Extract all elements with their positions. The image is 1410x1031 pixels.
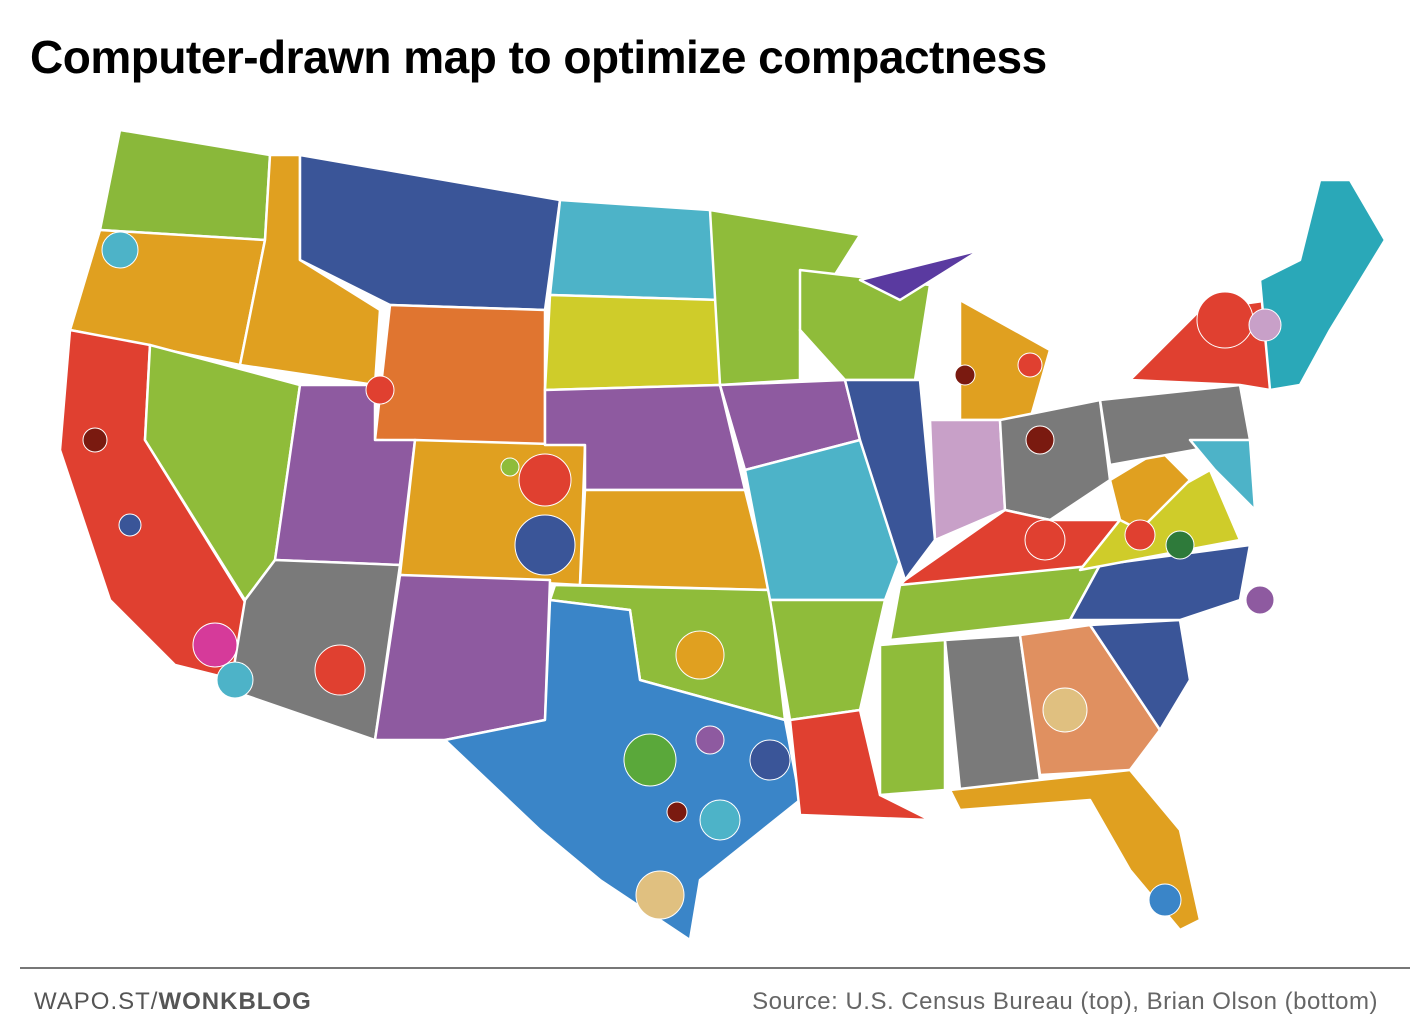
district-blob (1124, 519, 1156, 551)
district-blob (365, 375, 395, 405)
district-blob (1165, 530, 1195, 560)
district-region (948, 768, 1202, 932)
district-blob (675, 630, 725, 680)
district-blob (314, 644, 366, 696)
district-blob (192, 622, 238, 668)
district-blob (635, 870, 685, 920)
district-region (443, 598, 802, 942)
district-region (998, 398, 1112, 522)
district-blob (699, 799, 741, 841)
district-region (878, 638, 947, 797)
credit-site: WAPO.ST/ (34, 988, 159, 1015)
district-blob (1248, 308, 1282, 342)
district-blob (82, 427, 108, 453)
district-blob (101, 231, 139, 269)
district-region (768, 598, 887, 722)
district-blob (1024, 519, 1066, 561)
district-blob (1025, 425, 1055, 455)
divider (20, 967, 1410, 969)
district-blob (118, 513, 142, 537)
district-blob (1017, 352, 1043, 378)
district-region (373, 573, 552, 742)
district-blob (666, 801, 688, 823)
district-blob (514, 514, 576, 576)
district-region (1018, 623, 1162, 777)
district-blob (216, 661, 254, 699)
district-blob (954, 364, 976, 386)
credit-blog: WONKBLOG (158, 988, 312, 1015)
district-region (788, 708, 932, 822)
district-region (1188, 438, 1257, 512)
credit: WAPO.ST/WONKBLOG (34, 988, 312, 1016)
district-blob (1245, 585, 1275, 615)
district-region (1258, 178, 1387, 392)
district-blob (1196, 291, 1254, 349)
district-blob (1042, 687, 1088, 733)
district-region (373, 303, 547, 447)
district-region (858, 248, 982, 302)
district-region (548, 198, 722, 302)
source: Source: U.S. Census Bureau (top), Brian … (752, 988, 1378, 1015)
district-blob (749, 739, 791, 781)
map (58, 128, 1387, 942)
district-region (228, 558, 402, 742)
title: Computer-drawn map to optimize compactne… (30, 31, 1047, 83)
district-region (98, 128, 272, 242)
district-region (743, 438, 902, 602)
district-region (578, 488, 772, 592)
district-region (708, 208, 862, 387)
district-region (543, 293, 722, 392)
district-blob (1148, 883, 1182, 917)
district-blob (518, 453, 572, 507)
district-blob (695, 725, 725, 755)
district-region (1088, 618, 1192, 732)
district-region (843, 378, 937, 582)
district-blob (500, 457, 520, 477)
district-blob (623, 733, 677, 787)
